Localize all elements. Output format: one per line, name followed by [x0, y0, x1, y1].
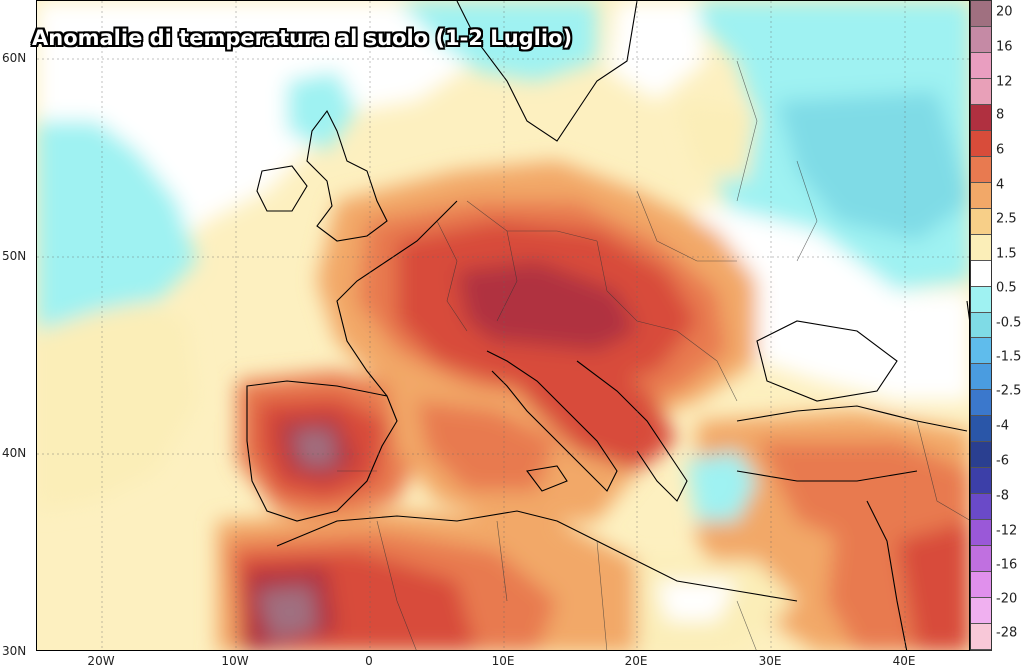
colorbar-tick-label: 20: [996, 4, 1013, 20]
colorbar-tick-label: 2.5: [996, 211, 1017, 227]
colorbar-swatch: [971, 546, 991, 573]
colorbar-swatch: [971, 26, 991, 53]
colorbar-swatch: [971, 338, 991, 365]
colorbar-swatch: [971, 156, 991, 183]
country-borders: [337, 60, 969, 650]
colorbar-tick-label: -20: [996, 591, 1018, 607]
map-title: Anomalie di temperatura al suolo (1-2 Lu…: [32, 26, 573, 50]
lon-label-40e: 40E: [892, 654, 916, 668]
colorbar-tick-label: 8: [996, 107, 1005, 123]
colorbar-swatch: [971, 364, 991, 391]
lon-label-30e: 30E: [758, 654, 782, 668]
colorbar-tick-label: 6: [996, 142, 1005, 158]
colorbar-swatch: [971, 1, 991, 27]
colorbar-swatch: [971, 598, 991, 625]
colorbar-swatch: [971, 78, 991, 105]
colorbar: [970, 0, 992, 651]
graticule: [37, 1, 969, 650]
colorbar-tick-label: -1.5: [996, 349, 1022, 365]
lat-label-40n: 40N: [2, 446, 27, 460]
colorbar-tick-label: -4: [996, 418, 1009, 434]
colorbar-tick-label: 12: [996, 74, 1013, 90]
lat-label-60n: 60N: [2, 51, 27, 65]
colorbar-swatch: [971, 182, 991, 209]
colorbar-swatch: [971, 130, 991, 157]
colorbar-swatch: [971, 390, 991, 417]
colorbar-swatch: [971, 260, 991, 287]
coastlines: [246, 1, 969, 650]
colorbar-tick-label: -16: [996, 557, 1018, 573]
lon-label-10e: 10E: [491, 654, 515, 668]
colorbar-tick-label: -0.5: [996, 315, 1022, 331]
colorbar-swatch: [971, 624, 991, 650]
colorbar-tick-label: 4: [996, 177, 1005, 193]
lon-label-20w: 20W: [87, 654, 115, 668]
lat-label-30n: 30N: [2, 644, 27, 658]
colorbar-swatch: [971, 234, 991, 261]
colorbar-swatch: [971, 468, 991, 495]
colorbar-tick-label: 0.5: [996, 280, 1017, 296]
colorbar-tick-label: -6: [996, 453, 1009, 469]
colorbar-tick-label: 1.5: [996, 246, 1017, 262]
anomaly-map: [36, 0, 970, 651]
colorbar-swatch: [971, 572, 991, 599]
colorbar-tick-label: -2.5: [996, 383, 1022, 399]
map-canvas: [37, 1, 969, 650]
colorbar-tick-label: -28: [996, 625, 1018, 641]
colorbar-swatch: [971, 52, 991, 79]
colorbar-swatch: [971, 520, 991, 547]
colorbar-swatch: [971, 208, 991, 235]
lon-label-10w: 10W: [221, 654, 249, 668]
colorbar-tick-label: -8: [996, 488, 1009, 504]
colorbar-swatch: [971, 494, 991, 521]
colorbar-swatch: [971, 104, 991, 131]
colorbar-tick-label: 16: [996, 39, 1013, 55]
colorbar-swatch: [971, 416, 991, 443]
colorbar-swatch: [971, 442, 991, 469]
lon-label-0: 0: [365, 654, 373, 668]
colorbar-tick-label: -12: [996, 523, 1018, 539]
colorbar-swatch: [971, 286, 991, 313]
lat-label-50n: 50N: [2, 249, 27, 263]
colorbar-swatch: [971, 312, 991, 339]
lon-label-20e: 20E: [624, 654, 648, 668]
